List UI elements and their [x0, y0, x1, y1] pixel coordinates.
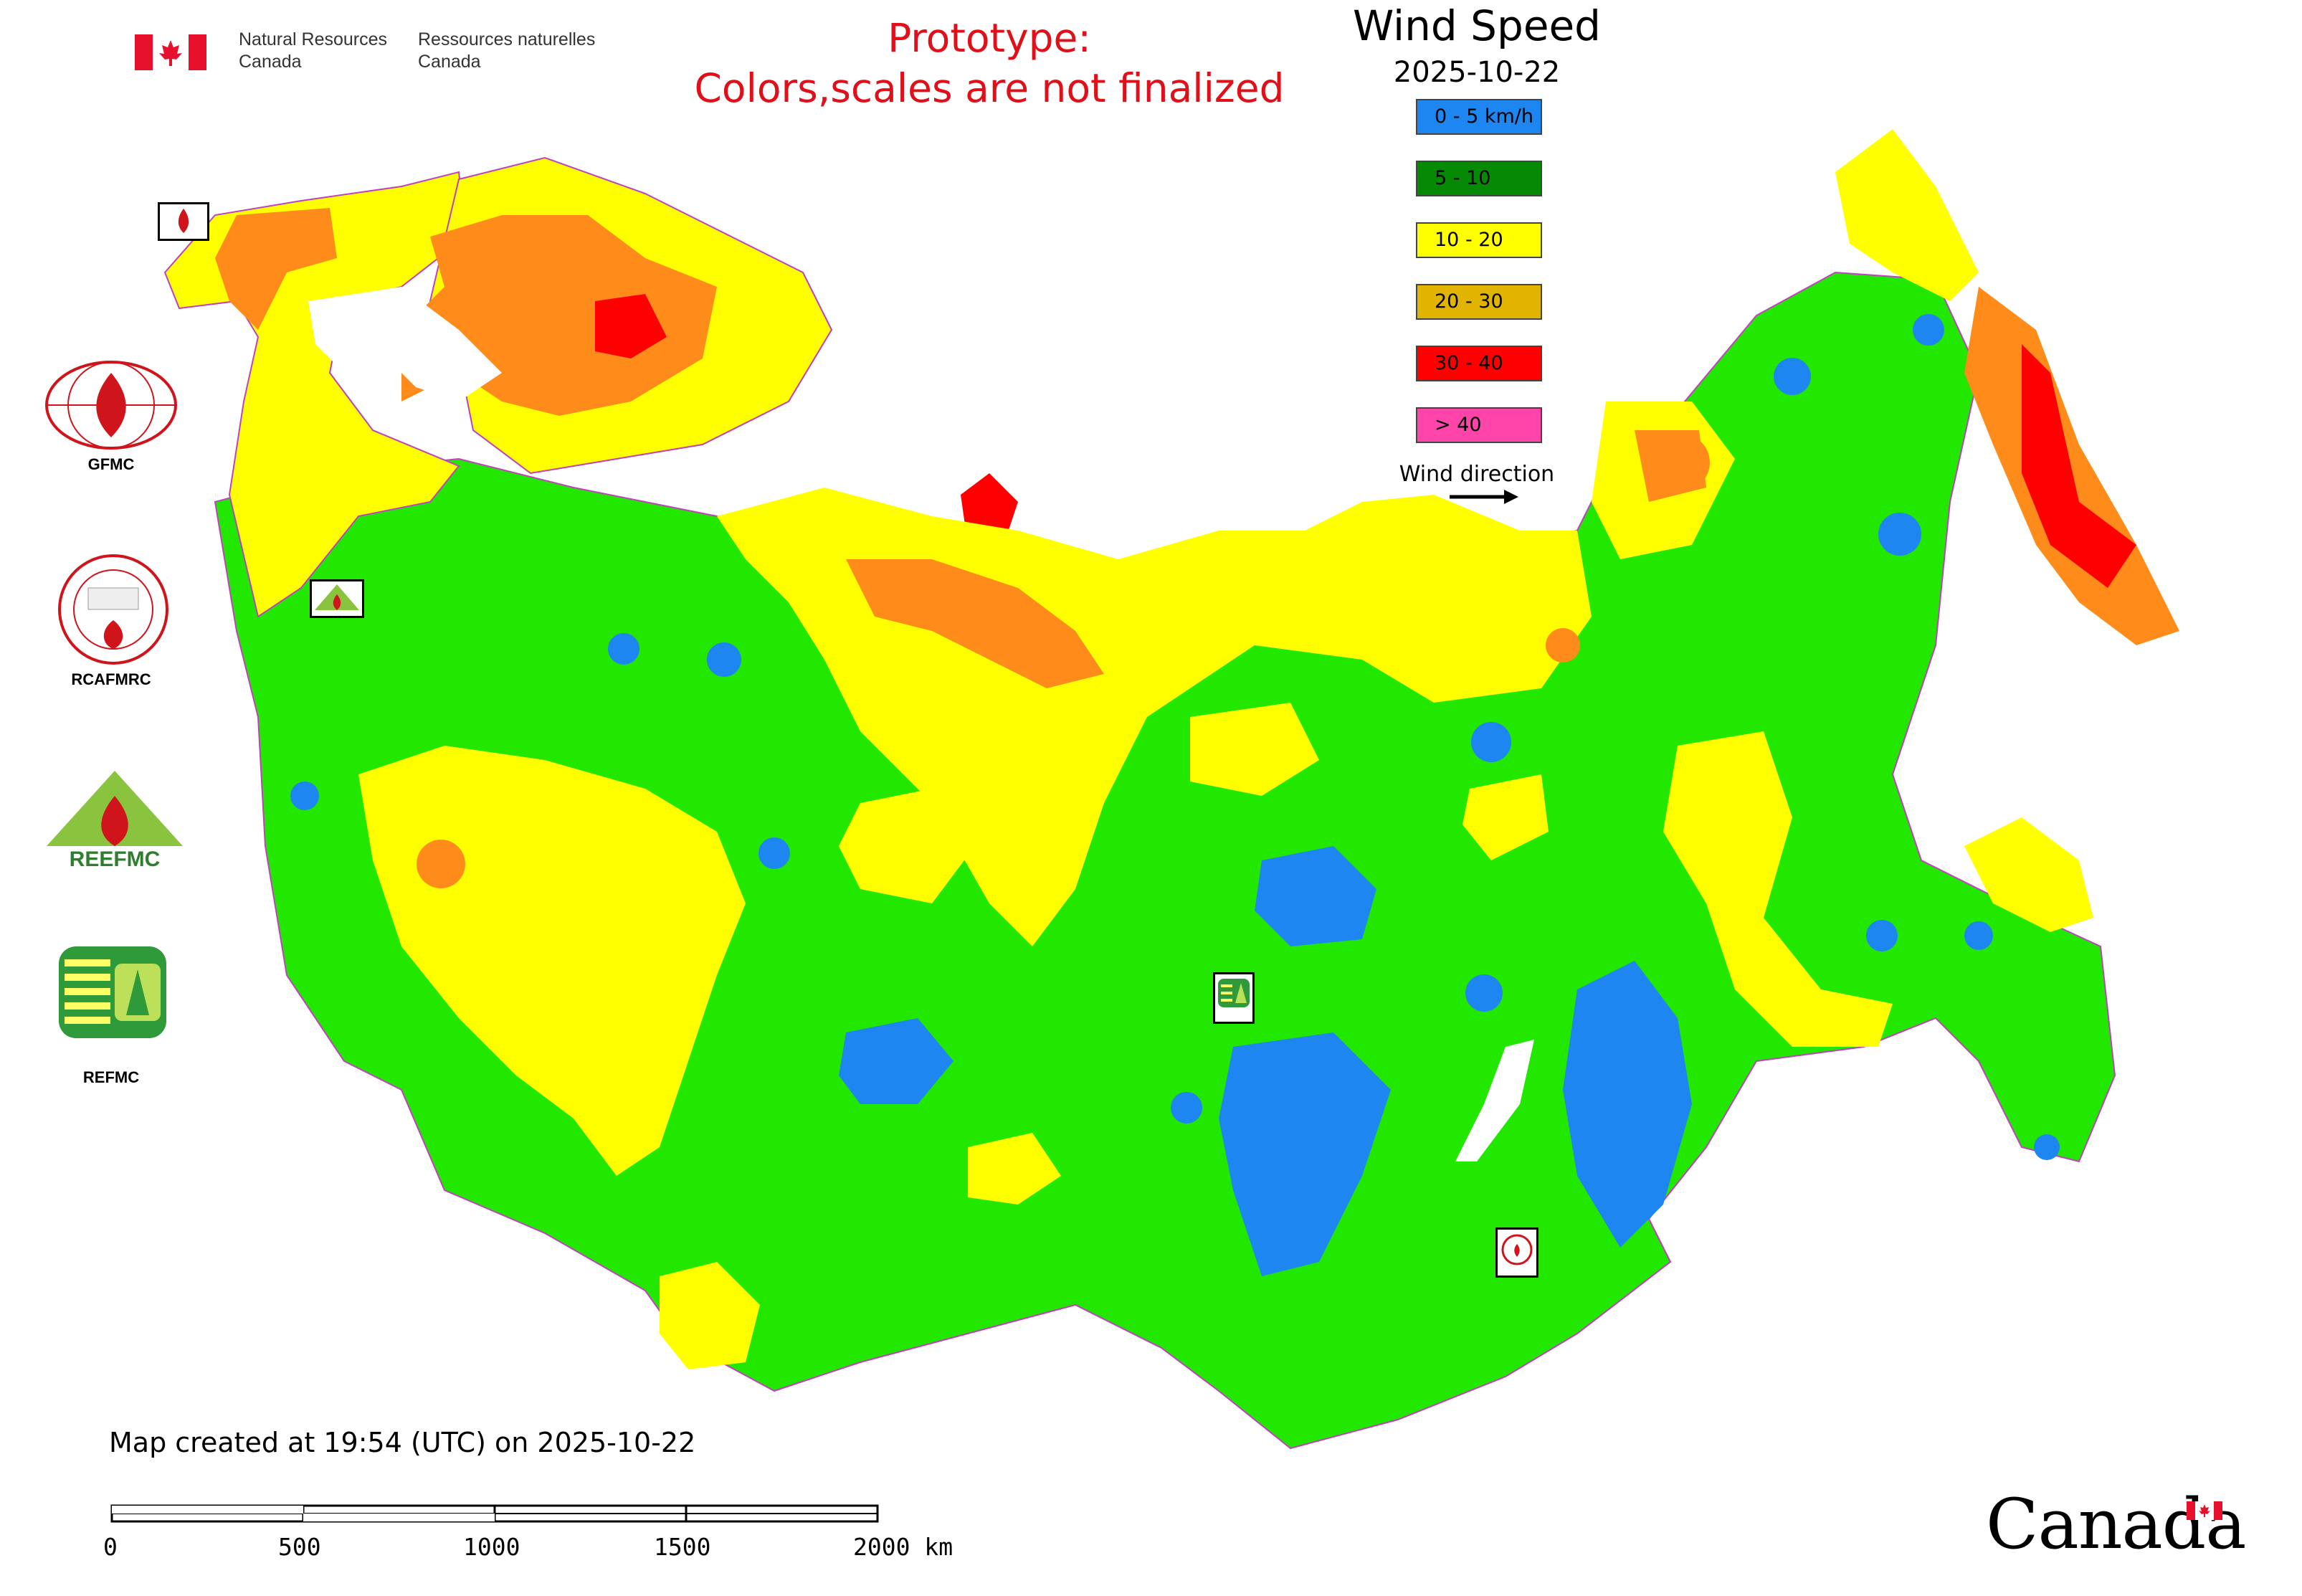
rcafmrc-label: RCAFMRC — [71, 670, 151, 688]
map-blue-center-3 — [839, 1018, 953, 1104]
map-blue-dot — [1465, 974, 1503, 1012]
legend-class-label: 20 - 30 — [1435, 290, 1503, 313]
map-yellow-center-1 — [839, 789, 975, 903]
map-blue-dot — [1913, 314, 1944, 346]
map-blue-center-2 — [1219, 1032, 1391, 1276]
map-blue-dot — [608, 633, 639, 665]
legend-class-label: 10 - 20 — [1435, 229, 1503, 251]
legend-class-0-5: 0 - 5 km/h — [1416, 99, 1542, 135]
map-yellow-south-1 — [660, 1262, 760, 1369]
legend-class-label: 30 - 40 — [1435, 352, 1503, 374]
map-yellow-kamchatka — [1835, 129, 1979, 301]
map-yellow-center-2 — [1190, 703, 1319, 796]
map-blue-dot — [1866, 920, 1898, 951]
map-blue-dot — [2034, 1134, 2060, 1160]
canada-flag-icon — [135, 34, 206, 70]
scale-label-2000: 2000 km — [853, 1533, 953, 1561]
map-blue-dot — [1878, 513, 1921, 556]
map-blue-dot — [758, 837, 790, 869]
scale-label-500: 500 — [278, 1533, 321, 1561]
map-blue-dot — [1774, 358, 1811, 395]
department-fr-line1: Ressources naturelles — [418, 29, 596, 49]
legend-class-label: 0 - 5 km/h — [1435, 105, 1533, 128]
refmc-map-marker-icon — [1213, 972, 1255, 1024]
map-blue-dot — [290, 782, 319, 810]
map-yellow-pacific — [1964, 817, 2093, 932]
reefmc-logo: REEFMC — [39, 767, 190, 875]
map-lake — [1455, 1040, 1534, 1162]
map-blue-dot — [707, 642, 741, 677]
scale-bar — [110, 1504, 882, 1523]
scale-label-1000: 1000 — [463, 1533, 520, 1561]
svg-text:REEFMC: REEFMC — [70, 847, 161, 871]
legend-title: Wind Speed — [1352, 1, 1602, 50]
canada-wordmark: Canada — [1986, 1484, 2246, 1564]
map-yellow-south-2 — [968, 1133, 1061, 1205]
legend-date: 2025-10-22 — [1393, 56, 1561, 89]
prototype-line2: Colors,scales are not finalized — [694, 65, 1285, 111]
map-blue-dot — [1171, 1092, 1202, 1124]
reefmc-map-marker-icon — [310, 579, 364, 618]
department-en-line2: Canada — [239, 52, 302, 72]
map-orange-east-coast — [1964, 287, 2179, 645]
legend-class-10-20: 10 - 20 — [1416, 222, 1542, 258]
map-blue-dot — [1471, 722, 1511, 762]
legend-class-5-10: 5 - 10 — [1416, 161, 1542, 196]
department-name-fr: Ressources naturelles Canada — [418, 29, 595, 73]
legend-class-30-40: 30 - 40 — [1416, 346, 1542, 381]
gfmc-map-marker-icon — [158, 202, 209, 241]
map-land-orange-nw — [215, 208, 337, 330]
map-orange-dot — [417, 840, 465, 888]
map-blue-dot — [1964, 921, 1993, 950]
legend-class-20-30: 20 - 30 — [1416, 284, 1542, 320]
scale-label-0: 0 — [103, 1533, 118, 1561]
map-yellow-east — [1663, 731, 1893, 1047]
map-water-white-sea — [308, 287, 502, 402]
map-yellow-center-3 — [1462, 774, 1549, 860]
legend-class-over-40: > 40 — [1416, 407, 1542, 443]
prototype-notice: Prototype: Colors,scales are not finaliz… — [674, 13, 1305, 113]
map-red-east-coast — [2022, 344, 2136, 588]
map-red-patch-1 — [595, 294, 667, 358]
map-orange-dot — [1652, 434, 1710, 491]
gfmc-label: GFMC — [87, 455, 135, 473]
legend-class-label: 5 - 10 — [1435, 167, 1491, 189]
map-blue-east-1 — [1563, 961, 1692, 1248]
department-fr-line2: Canada — [418, 52, 481, 72]
canada-wordmark-flag-icon — [2187, 1501, 2222, 1523]
map-blue-center-1 — [1255, 846, 1376, 946]
refmc-label: REFMC — [82, 1068, 140, 1086]
scale-label-1500: 1500 — [654, 1533, 711, 1561]
map-land-orange-north — [846, 559, 1104, 688]
prototype-line1: Prototype: — [888, 15, 1091, 61]
government-signature: Natural Resources Canada Ressources natu… — [135, 29, 601, 79]
map-orange-dot — [1546, 628, 1580, 662]
wind-direction-arrow-icon — [1448, 486, 1520, 510]
gfmc-logo — [43, 358, 179, 452]
wind-direction-label: Wind direction — [1399, 462, 1555, 487]
legend-class-label: > 40 — [1435, 414, 1482, 436]
rcafmrc-map-marker-icon — [1495, 1227, 1538, 1278]
map-created-text: Map created at 19:54 (UTC) on 2025-10-22 — [109, 1427, 696, 1458]
department-name-en: Natural Resources Canada — [239, 29, 387, 73]
department-en-line1: Natural Resources — [239, 29, 388, 49]
rcafmrc-logo — [56, 552, 171, 667]
refmc-logo — [59, 946, 173, 1040]
